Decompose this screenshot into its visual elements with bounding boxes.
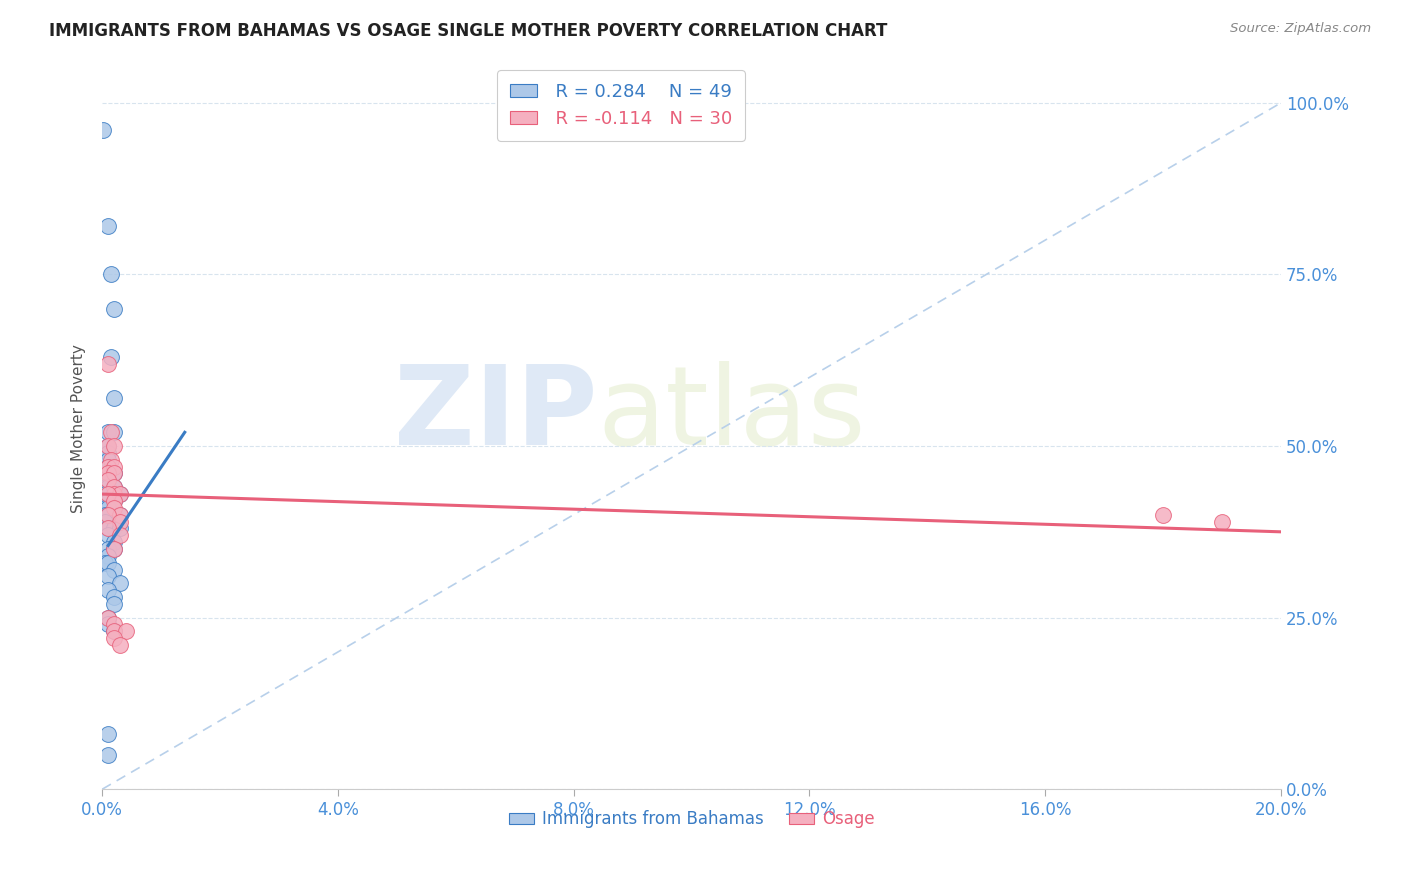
Text: ZIP: ZIP — [394, 361, 598, 468]
Point — [103, 467, 125, 481]
Point — [103, 425, 125, 440]
Point — [97, 583, 120, 598]
Point — [103, 500, 125, 515]
Point — [108, 508, 131, 522]
Point — [103, 631, 125, 645]
Point — [94, 480, 117, 494]
Point — [108, 638, 131, 652]
Point — [97, 541, 120, 556]
Text: atlas: atlas — [598, 361, 866, 468]
Point — [108, 521, 131, 535]
Point — [97, 727, 120, 741]
Point — [108, 487, 131, 501]
Point — [97, 452, 120, 467]
Point — [103, 439, 125, 453]
Point — [100, 350, 122, 364]
Point — [103, 487, 125, 501]
Y-axis label: Single Mother Poverty: Single Mother Poverty — [72, 344, 86, 513]
Point — [103, 541, 125, 556]
Point — [97, 569, 120, 583]
Point — [103, 301, 125, 316]
Point — [97, 219, 120, 234]
Point — [97, 494, 120, 508]
Point — [103, 467, 125, 481]
Point — [108, 508, 131, 522]
Text: Source: ZipAtlas.com: Source: ZipAtlas.com — [1230, 22, 1371, 36]
Legend: Immigrants from Bahamas, Osage: Immigrants from Bahamas, Osage — [502, 804, 882, 835]
Point — [97, 556, 120, 570]
Point — [103, 624, 125, 639]
Point — [97, 617, 120, 632]
Point — [97, 487, 120, 501]
Point — [94, 556, 117, 570]
Point — [100, 268, 122, 282]
Point — [97, 508, 120, 522]
Point — [103, 617, 125, 632]
Point — [97, 357, 120, 371]
Point — [103, 494, 125, 508]
Point — [97, 500, 120, 515]
Point — [91, 123, 114, 137]
Point — [97, 459, 120, 474]
Point — [97, 474, 120, 488]
Point — [100, 425, 122, 440]
Point — [97, 521, 120, 535]
Point — [97, 610, 120, 624]
Point — [94, 487, 117, 501]
Point — [97, 425, 120, 440]
Point — [97, 439, 120, 453]
Point — [103, 541, 125, 556]
Point — [97, 459, 120, 474]
Point — [1211, 515, 1233, 529]
Point — [108, 487, 131, 501]
Point — [108, 576, 131, 591]
Point — [94, 508, 117, 522]
Point — [114, 624, 136, 639]
Point — [103, 480, 125, 494]
Point — [97, 747, 120, 762]
Point — [94, 500, 117, 515]
Point — [103, 459, 125, 474]
Point — [1152, 508, 1174, 522]
Point — [103, 597, 125, 611]
Point — [97, 439, 120, 453]
Point — [108, 515, 131, 529]
Point — [97, 528, 120, 542]
Point — [100, 452, 122, 467]
Point — [103, 391, 125, 405]
Point — [97, 480, 120, 494]
Text: IMMIGRANTS FROM BAHAMAS VS OSAGE SINGLE MOTHER POVERTY CORRELATION CHART: IMMIGRANTS FROM BAHAMAS VS OSAGE SINGLE … — [49, 22, 887, 40]
Point — [103, 494, 125, 508]
Point — [97, 610, 120, 624]
Point — [103, 590, 125, 604]
Point — [94, 515, 117, 529]
Point — [97, 467, 120, 481]
Point — [97, 521, 120, 535]
Point — [103, 521, 125, 535]
Point — [103, 480, 125, 494]
Point — [103, 535, 125, 549]
Point — [97, 508, 120, 522]
Point — [97, 446, 120, 460]
Point — [103, 624, 125, 639]
Point — [103, 563, 125, 577]
Point — [108, 528, 131, 542]
Point — [103, 508, 125, 522]
Point — [97, 549, 120, 563]
Point — [97, 474, 120, 488]
